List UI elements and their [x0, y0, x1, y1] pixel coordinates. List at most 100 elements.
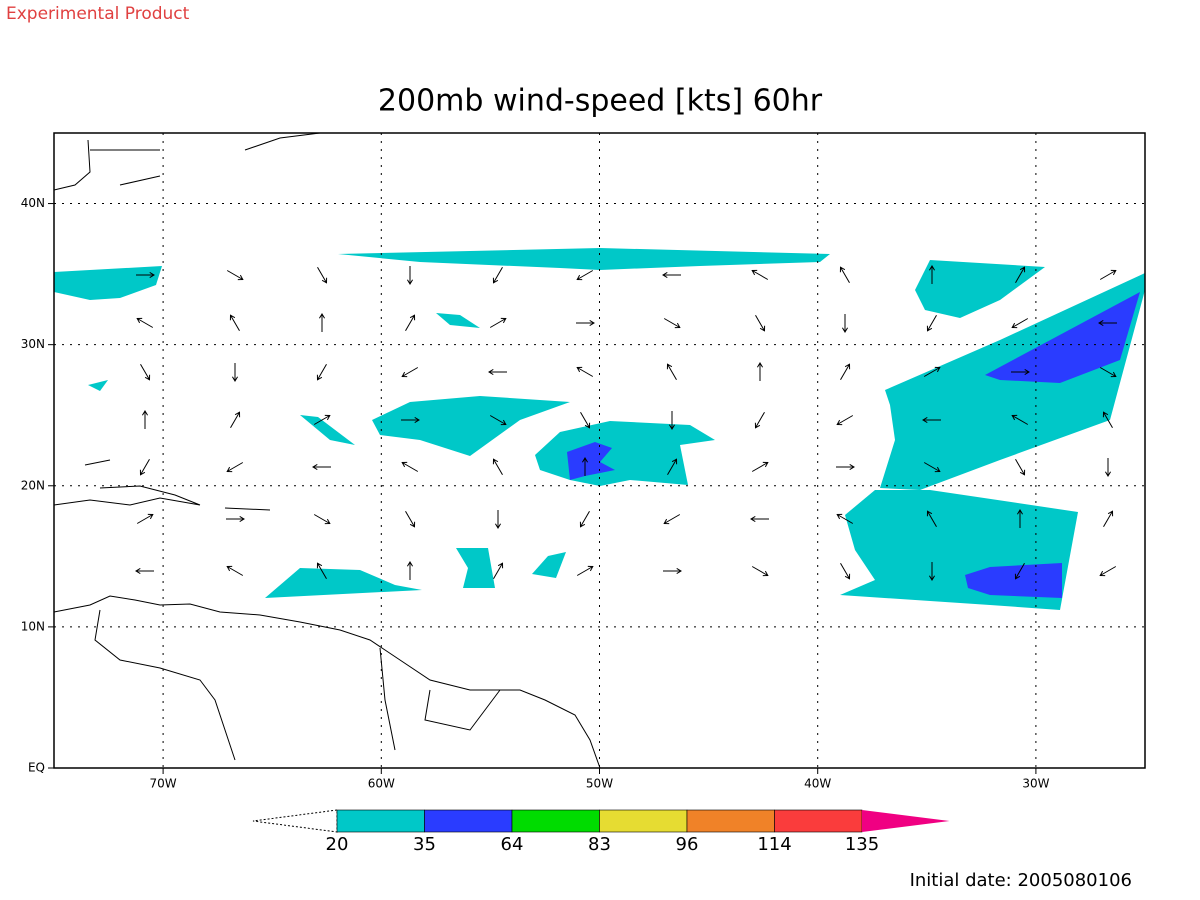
wind-arrow — [663, 514, 681, 525]
wind-arrow — [140, 363, 151, 381]
wind-arrow — [668, 411, 676, 430]
coastlines — [53, 132, 601, 769]
coastline — [53, 459, 271, 511]
wind-arrow — [139, 458, 150, 476]
wind-arrow — [581, 457, 589, 476]
wind-arrow — [406, 266, 414, 285]
wind-arrow — [1099, 367, 1117, 378]
x-tick-label: 60W — [368, 777, 395, 791]
wind-arrow — [754, 411, 765, 429]
wind-region — [300, 415, 355, 445]
wind-arrow — [226, 515, 245, 523]
axes: 70W 60W 50W 40W 30W EQ 10N 20N 30N 40N — [21, 133, 1145, 791]
wind-arrow — [226, 565, 244, 576]
wind-arrow — [226, 462, 244, 473]
wind-arrow — [1015, 458, 1026, 476]
wind-arrow — [756, 362, 764, 381]
wind-arrow — [401, 461, 419, 472]
wind-arrow — [751, 566, 769, 577]
y-tick-label: 30N — [21, 337, 45, 351]
wind-arrow — [580, 411, 591, 429]
wind-arrow — [1011, 414, 1029, 425]
wind-arrow — [494, 510, 502, 529]
wind-arrow — [492, 266, 503, 284]
wind-arrow — [751, 269, 769, 280]
colorbar-label: 64 — [501, 834, 524, 855]
wind-arrow — [662, 271, 681, 279]
colorbar-box — [686, 809, 775, 833]
wind-arrow — [836, 415, 854, 426]
product-label: Experimental Product — [6, 4, 190, 24]
wind-arrow — [928, 562, 936, 581]
colorbar-box — [599, 809, 688, 833]
wind-arrow — [317, 266, 328, 284]
wind-arrow — [928, 265, 936, 284]
wind-region — [436, 313, 480, 328]
wind-arrow — [755, 314, 766, 332]
wind-region — [965, 563, 1062, 598]
wind-region — [88, 380, 108, 391]
wind-arrow — [836, 513, 854, 524]
y-tick-label: 40N — [21, 196, 45, 210]
wind-region — [532, 552, 566, 578]
wind-arrow — [136, 317, 154, 328]
wind-arrow — [579, 510, 590, 528]
wind-region — [372, 396, 570, 456]
wind-arrow — [313, 414, 331, 425]
wind-arrow — [1016, 509, 1024, 528]
wind-arrow — [926, 314, 937, 332]
colorbar-label: 96 — [676, 834, 699, 855]
wind-arrows — [135, 265, 1117, 581]
wind-arrow — [663, 567, 682, 575]
wind-arrow — [1011, 368, 1030, 376]
wind-arrow — [926, 510, 937, 528]
wind-region — [915, 260, 1045, 318]
colorbar-box — [774, 809, 863, 833]
wind-arrow — [318, 313, 326, 332]
wind-arrow — [231, 363, 239, 382]
wind-arrow — [401, 367, 419, 378]
wind-arrow — [840, 363, 851, 381]
wind-arrow — [1104, 458, 1112, 477]
colorbar-label: 83 — [588, 834, 611, 855]
coastline — [94, 609, 501, 761]
colorbar-box — [511, 809, 600, 833]
wind-arrow — [841, 314, 849, 333]
wind-region — [456, 548, 495, 588]
colorbar-high-end — [862, 810, 950, 832]
colorbar-label: 20 — [326, 834, 349, 855]
wind-arrow — [666, 363, 677, 381]
wind-arrow — [1015, 266, 1026, 284]
x-tick-label: 50W — [586, 777, 613, 791]
map-title: 200mb wind-speed [kts] 60hr — [378, 84, 823, 119]
wind-arrow — [667, 458, 678, 476]
wind-arrow — [1103, 510, 1114, 528]
wind-arrow — [230, 411, 241, 429]
wind-arrow — [923, 366, 941, 377]
wind-region — [265, 568, 422, 598]
wind-region — [535, 421, 715, 486]
wind-arrow — [489, 317, 507, 328]
wind-arrow — [750, 515, 769, 523]
x-tick-label: 70W — [150, 777, 177, 791]
wind-region — [54, 266, 162, 300]
wind-arrow — [923, 462, 941, 473]
wind-arrow — [1099, 566, 1117, 577]
x-tick-label: 30W — [1022, 777, 1049, 791]
wind-arrow — [576, 270, 594, 281]
wind-arrow — [493, 562, 504, 580]
colorbar-box — [424, 809, 513, 833]
wind-arrow — [135, 567, 154, 575]
wind-arrow — [1098, 319, 1117, 327]
wind-arrow — [226, 270, 244, 281]
wind-arrow — [405, 510, 416, 528]
coastline — [53, 132, 321, 191]
wind-arrow — [922, 416, 941, 424]
wind-arrow — [751, 461, 769, 472]
wind-arrow — [312, 463, 331, 471]
colorbar: 20 35 64 83 96 114 135 — [252, 809, 950, 855]
wind-arrow — [576, 319, 595, 327]
wind-arrow — [313, 514, 331, 525]
wind-region — [338, 248, 830, 270]
